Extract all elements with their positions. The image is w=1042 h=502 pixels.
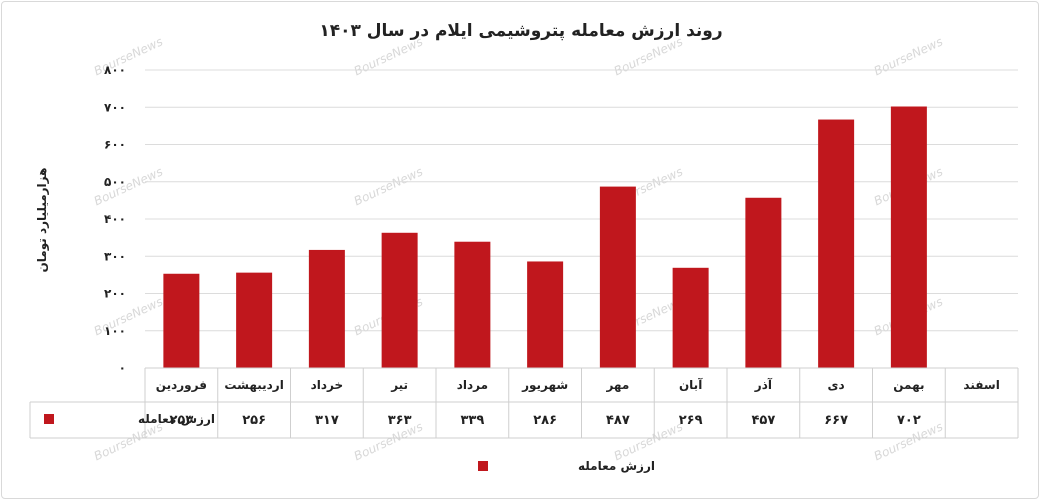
bar (599, 186, 636, 368)
data-label: ۴۸۷ (606, 413, 630, 428)
data-label: ۲۵۶ (242, 413, 266, 428)
data-table: فروردین ۲۵۳ اردیبهشت ۲۵۶ خرداد ۳۱۷ تیر ۳۶۳ مرداد… (29, 367, 1019, 439)
data-label: ۷۰۲ (897, 413, 921, 428)
bar (890, 106, 927, 368)
x-tick-label: خرداد (311, 378, 344, 392)
data-label: ۳۶۳ (388, 413, 412, 428)
data-label: ۳۱۷ (315, 413, 339, 428)
y-tick-label: ۸۰۰ (104, 63, 126, 77)
watermark-text: BourseNews (92, 164, 165, 208)
data-label: ۲۵۳ (169, 413, 193, 428)
y-tick-label: ۴۰۰ (104, 212, 126, 226)
x-tick-label: اسفند (963, 378, 999, 392)
y-axis-label: هزارمیلیارد تومان (35, 168, 50, 273)
bar (818, 119, 855, 368)
x-tick-label: اردیبهشت (224, 378, 283, 392)
bar (527, 261, 564, 368)
x-tick-label: فروردین (156, 378, 207, 393)
y-tick-label: ۶۰۰ (104, 138, 126, 152)
x-tick-label: آبان (679, 377, 703, 392)
table-series-name: ارزش معامله (138, 412, 215, 426)
x-tick-label: مرداد (457, 378, 488, 392)
y-tick-label: ۱۰۰ (104, 324, 126, 338)
bar (236, 272, 273, 368)
watermark-text: BourseNews (872, 34, 945, 78)
watermark-text: BourseNews (92, 294, 165, 338)
y-tick-label: ۵۰۰ (104, 175, 126, 189)
legend-swatch (478, 461, 488, 471)
bar (672, 267, 709, 368)
x-tick-label: مهر (605, 378, 629, 392)
watermark-text: BourseNews (92, 34, 165, 78)
data-label: ۴۵۷ (751, 413, 775, 428)
x-tick-label: شهریور (521, 378, 568, 393)
bar (454, 241, 491, 368)
x-tick-label: بهمن (893, 378, 924, 392)
table-legend-swatch (44, 414, 54, 424)
data-label: ۳۳۹ (460, 413, 484, 428)
data-label: ۶۶۷ (824, 413, 848, 428)
y-tick-label: ۳۰۰ (104, 249, 126, 263)
y-axis-ticks: ۰ ۱۰۰ ۲۰۰ ۳۰۰ ۴۰۰ ۵۰۰ ۶۰۰ ۷۰۰ ۸۰۰ (104, 63, 126, 375)
data-label: ۲۶۹ (679, 413, 703, 428)
legend: ارزش معامله (478, 459, 655, 473)
watermark-text: BourseNews (352, 164, 425, 208)
x-tick-label: آذر (754, 377, 773, 392)
x-tick-label: دی (828, 378, 845, 392)
x-tick-label: تیر (390, 378, 408, 392)
chart-title: روند ارزش معامله پتروشیمی ایلام در سال ۱… (319, 21, 722, 41)
bar (163, 273, 200, 368)
bar (381, 232, 418, 368)
bar (308, 249, 345, 368)
legend-label: ارزش معامله (578, 459, 655, 473)
bars (163, 106, 927, 368)
y-tick-label: ۰ (119, 361, 126, 375)
y-tick-label: ۷۰۰ (104, 100, 126, 114)
y-tick-label: ۲۰۰ (104, 287, 126, 301)
bar (745, 197, 782, 368)
data-label: ۲۸۶ (533, 413, 557, 428)
watermark-layer: BourseNews BourseNews BourseNews BourseNews… (92, 34, 945, 463)
